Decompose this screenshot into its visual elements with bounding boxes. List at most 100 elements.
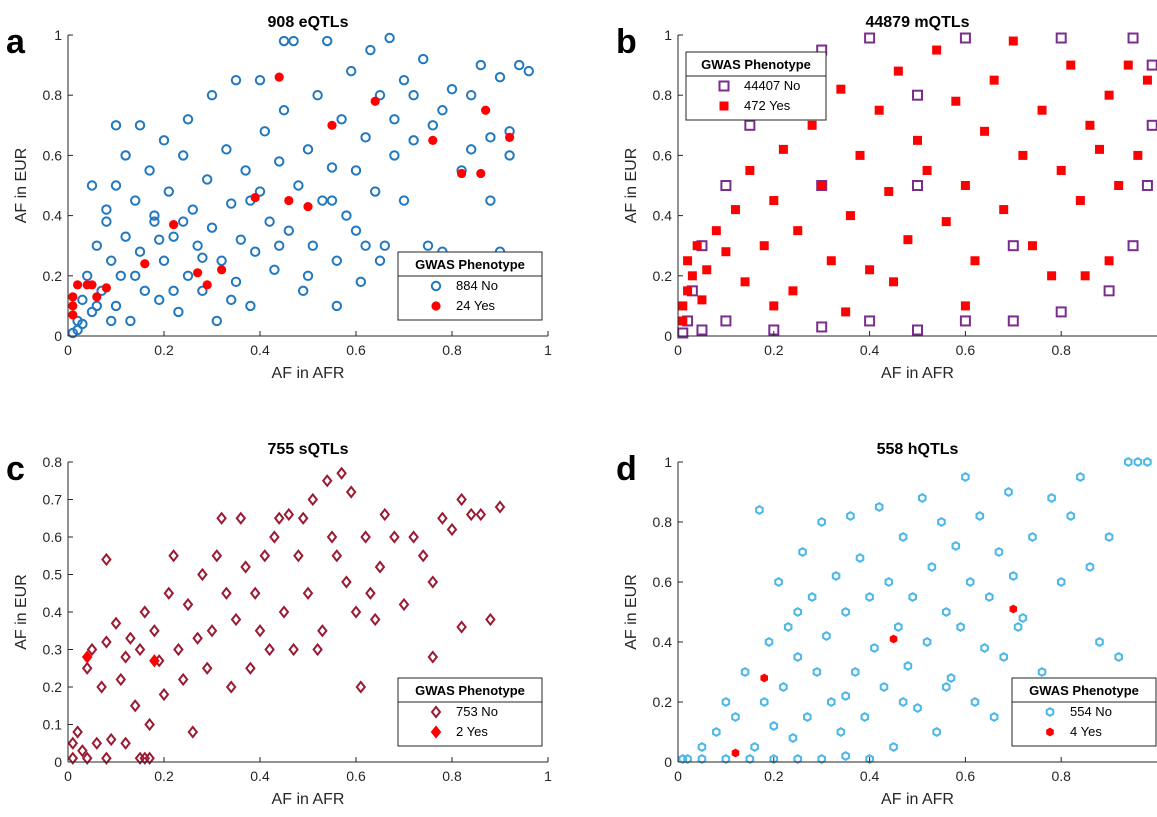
series-yes xyxy=(731,604,1018,758)
data-point xyxy=(941,682,951,692)
data-point xyxy=(720,315,732,327)
data-point xyxy=(96,680,107,694)
y-tick-label: 0.6 xyxy=(653,574,673,590)
data-point xyxy=(1047,493,1056,503)
data-point xyxy=(374,560,386,574)
data-point xyxy=(110,616,122,630)
data-point xyxy=(158,255,170,266)
data-point xyxy=(831,571,841,581)
data-point xyxy=(144,165,155,176)
data-point xyxy=(341,210,352,221)
data-point xyxy=(951,96,961,106)
x-axis-label: AF in AFR xyxy=(272,365,345,382)
data-point xyxy=(750,742,759,752)
data-point xyxy=(428,135,438,145)
data-point xyxy=(120,650,131,664)
legend-entry: 753 No xyxy=(456,704,498,719)
data-point xyxy=(932,727,941,737)
data-point xyxy=(129,699,141,713)
data-point xyxy=(494,71,506,83)
data-point xyxy=(106,255,117,266)
data-point xyxy=(836,727,846,737)
x-tick-label: 0.4 xyxy=(250,342,270,358)
data-point xyxy=(836,84,846,94)
data-point xyxy=(764,637,774,647)
data-point xyxy=(115,672,127,687)
x-tick-label: 0.2 xyxy=(764,768,784,784)
y-tick-label: 1 xyxy=(664,27,672,43)
data-point xyxy=(302,144,314,155)
data-point xyxy=(744,119,756,131)
data-point xyxy=(422,240,434,251)
x-axis-label: AF in AFR xyxy=(881,365,954,382)
data-point xyxy=(273,511,285,525)
data-point xyxy=(922,165,932,175)
data-point xyxy=(855,150,865,160)
data-point xyxy=(865,265,875,275)
data-point xyxy=(817,754,826,764)
data-point xyxy=(81,751,93,765)
data-point xyxy=(110,180,122,191)
data-point xyxy=(134,120,146,131)
data-point xyxy=(913,703,922,713)
data-point xyxy=(807,592,817,602)
data-point xyxy=(908,592,917,602)
data-point xyxy=(226,198,237,209)
data-point xyxy=(274,156,285,167)
data-point xyxy=(346,65,357,77)
y-tick-label: 0.4 xyxy=(653,634,673,650)
series-no xyxy=(678,457,1152,764)
data-point xyxy=(959,315,971,327)
data-point xyxy=(730,205,740,215)
data-point xyxy=(288,642,299,657)
data-point xyxy=(697,754,707,764)
data-point xyxy=(740,667,750,677)
data-point xyxy=(182,114,194,125)
data-point xyxy=(456,620,467,634)
data-point xyxy=(178,216,189,227)
data-point xyxy=(77,744,88,758)
data-point xyxy=(67,751,79,765)
data-point xyxy=(341,575,352,589)
data-points xyxy=(67,466,506,765)
data-point xyxy=(81,661,93,675)
y-tick-label: 0.8 xyxy=(653,87,673,103)
data-point xyxy=(240,560,251,574)
data-point xyxy=(197,285,208,297)
data-point xyxy=(1123,60,1133,70)
data-point xyxy=(1127,240,1139,252)
data-point xyxy=(870,643,879,653)
legend-marker xyxy=(1046,727,1054,737)
data-point xyxy=(912,89,923,101)
data-point xyxy=(86,180,98,191)
data-point xyxy=(254,186,266,197)
data-point xyxy=(980,643,989,653)
data-point xyxy=(250,246,261,257)
x-axis-label: AF in AFR xyxy=(272,791,345,808)
data-point xyxy=(149,654,160,668)
y-axis-label: AF in EUR xyxy=(13,148,30,224)
data-point xyxy=(841,691,850,701)
data-point xyxy=(307,492,319,507)
legend-marker xyxy=(718,80,730,92)
data-point xyxy=(398,597,410,612)
data-point xyxy=(712,727,721,737)
data-point xyxy=(336,466,347,480)
data-point xyxy=(874,502,884,512)
data-point xyxy=(68,310,78,320)
data-point xyxy=(120,736,131,750)
y-tick-label: 0.2 xyxy=(43,679,63,695)
y-tick-label: 0.2 xyxy=(653,694,673,710)
data-point xyxy=(398,195,410,206)
data-point xyxy=(941,217,951,227)
data-point xyxy=(956,622,965,632)
data-point xyxy=(683,256,693,266)
data-point xyxy=(154,294,165,306)
data-point xyxy=(961,472,970,482)
data-point xyxy=(903,661,913,671)
data-point xyxy=(1104,256,1114,266)
data-point xyxy=(350,605,362,619)
legend-marker xyxy=(431,301,441,311)
data-point xyxy=(303,201,313,212)
